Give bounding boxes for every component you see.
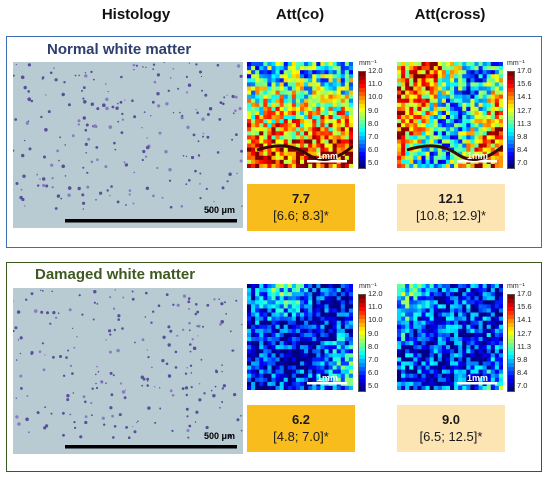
colorbar-tick: 9.0	[368, 328, 379, 338]
colorbar-tick: 9.8	[517, 355, 528, 364]
colorbar-tick: 10.0	[368, 92, 383, 102]
att-cross-value: 9.0	[441, 412, 461, 427]
colorbar-tick: 12.0	[368, 66, 383, 75]
header-att-co: Att(co)	[275, 6, 325, 23]
colorbar-tick: 5.0	[368, 158, 379, 168]
colorbar-tick: 7.0	[368, 355, 379, 364]
colorbar-tick: 12.0	[368, 289, 383, 298]
histology-scalebar	[65, 445, 237, 449]
header-histology: Histology	[101, 6, 171, 23]
map-scalebar	[457, 382, 497, 385]
map-scalebar-label: 1mm	[467, 151, 489, 161]
colorbar-tick: 17.0	[517, 66, 532, 75]
map-scalebar-label: 1mm	[317, 151, 339, 161]
colorbar-tick: 7.0	[517, 158, 528, 168]
colorbar-tick: 9.0	[368, 105, 379, 115]
att-cross-colorbar	[507, 294, 515, 392]
colorbar-tick: 9.8	[517, 132, 528, 141]
att-co-value-box: 7.7 [6.6; 8.3]*	[247, 184, 355, 231]
panel-normal-white-matter: Normal white matter 500 μm 1mm mm⁻¹ 12.0…	[6, 36, 542, 248]
colorbar-unit: mm⁻¹	[507, 60, 525, 67]
header-att-cross: Att(cross)	[414, 6, 486, 23]
colorbar-tick: 14.1	[517, 315, 532, 325]
colorbar-tick: 11.3	[517, 341, 532, 351]
att-co-map: 1mm	[247, 62, 353, 168]
att-co-colorbar	[358, 71, 366, 169]
att-cross-value-box: 9.0 [6.5; 12.5]*	[397, 405, 505, 452]
att-cross-value: 12.1	[438, 191, 464, 206]
att-co-value: 7.7	[291, 191, 311, 206]
colorbar-tick: 10.0	[368, 315, 383, 325]
map-scalebar-label: 1mm	[317, 373, 339, 383]
colorbar-tick: 8.4	[517, 145, 528, 155]
att-cross-map: 1mm	[397, 284, 503, 390]
colorbar-tick: 7.0	[517, 381, 528, 391]
histology-scalebar	[65, 219, 237, 223]
att-cross-value-box: 12.1 [10.8; 12.9]*	[397, 184, 505, 231]
colorbar-tick: 7.0	[368, 132, 379, 141]
map-scalebar	[457, 160, 497, 163]
att-co-map: 1mm	[247, 284, 353, 390]
att-co-ci: [6.6; 8.3]*	[273, 208, 329, 223]
histology-image: 500 μm	[13, 62, 243, 228]
colorbar-tick: 6.0	[368, 368, 379, 378]
colorbar-tick: 15.6	[517, 302, 532, 312]
colorbar-tick: 17.0	[517, 289, 532, 298]
map-scalebar	[307, 382, 347, 385]
colorbar-tick: 11.0	[368, 79, 383, 89]
histology-scalebar-label: 500 μm	[203, 205, 235, 215]
colorbar-tick: 11.0	[368, 302, 383, 312]
map-scalebar	[307, 160, 347, 163]
colorbar-tick: 12.7	[517, 105, 532, 115]
colorbar-tick: 8.0	[368, 341, 379, 351]
att-cross-colorbar	[507, 71, 515, 169]
map-scalebar-label: 1mm	[467, 373, 489, 383]
colorbar-tick: 14.1	[517, 92, 532, 102]
colorbar-unit: mm⁻¹	[359, 60, 377, 67]
colorbar-tick: 8.4	[517, 368, 528, 378]
histology-image: 500 μm	[13, 288, 243, 454]
colorbar-tick: 11.3	[517, 118, 532, 128]
panel-damaged-white-matter: Damaged white matter 500 μm 1mm mm⁻¹ 12.…	[6, 262, 542, 472]
colorbar-tick: 5.0	[368, 381, 379, 391]
colorbar-tick: 6.0	[368, 145, 379, 155]
colorbar-unit: mm⁻¹	[507, 283, 525, 290]
att-cross-map: 1mm	[397, 62, 503, 168]
att-co-value-box: 6.2 [4.8; 7.0]*	[247, 405, 355, 452]
histology-scalebar-label: 500 μm	[203, 431, 235, 441]
colorbar-tick: 15.6	[517, 79, 532, 89]
colorbar-tick: 12.7	[517, 328, 532, 338]
att-cross-ci: [10.8; 12.9]*	[415, 208, 487, 223]
att-co-ci: [4.8; 7.0]*	[273, 429, 329, 444]
colorbar-tick: 8.0	[368, 118, 379, 128]
att-co-value: 6.2	[291, 412, 311, 427]
att-co-colorbar	[358, 294, 366, 392]
panel-title: Normal white matter	[47, 41, 192, 58]
colorbar-unit: mm⁻¹	[359, 283, 377, 290]
att-cross-ci: [6.5; 12.5]*	[419, 429, 483, 444]
panel-title: Damaged white matter	[35, 266, 196, 283]
